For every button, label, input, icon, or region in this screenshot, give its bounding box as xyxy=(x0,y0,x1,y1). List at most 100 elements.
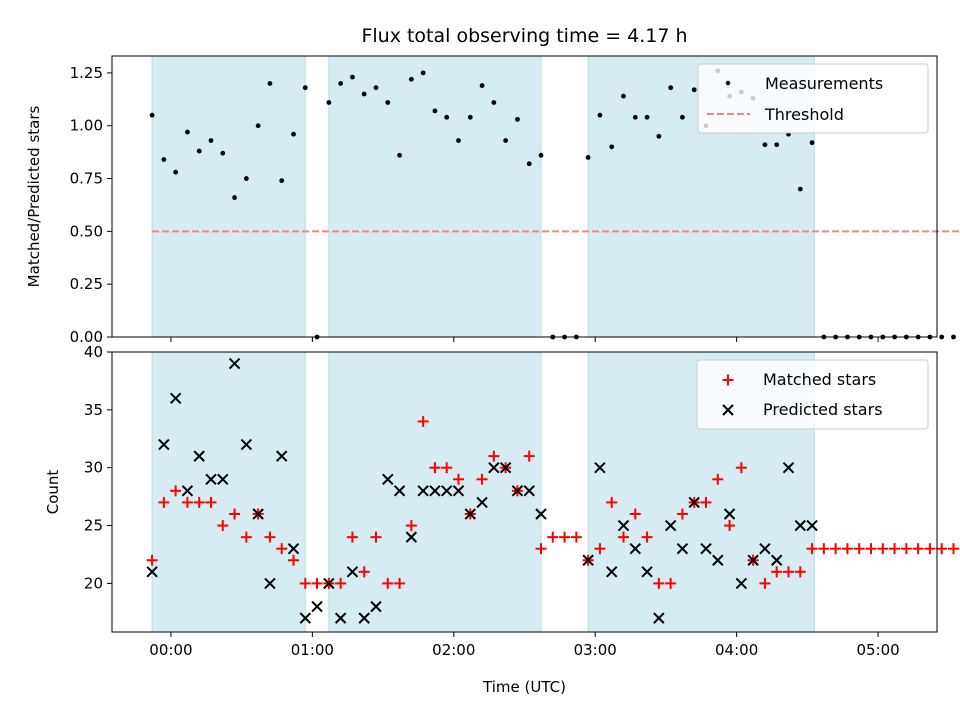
time-x-tick-label: 04:00 xyxy=(715,641,758,659)
measurement-point xyxy=(656,133,662,139)
ratio-x-ticks xyxy=(170,337,879,342)
measurement-point xyxy=(939,334,945,340)
ratio-legend-box xyxy=(697,63,929,134)
count-legend: Matched stars Predicted stars xyxy=(696,359,929,430)
measurement-point xyxy=(467,114,473,120)
measurement-point xyxy=(491,100,497,105)
matched-star-point xyxy=(346,531,358,543)
matched-star-point xyxy=(370,531,382,543)
observing-span xyxy=(151,55,306,338)
matched-star-point xyxy=(853,543,865,555)
predicted-star-point xyxy=(759,542,771,555)
predicted-star-point xyxy=(712,554,724,566)
predicted-star-point xyxy=(252,508,264,520)
matched-star-point xyxy=(889,543,901,555)
count-panel-frame xyxy=(111,351,938,633)
matched-star-point xyxy=(936,543,948,555)
matched-star-point xyxy=(618,531,629,543)
matched-star-point xyxy=(818,543,830,555)
matched-star-point xyxy=(181,496,193,508)
matched-stars-points xyxy=(146,415,960,589)
predicted-star-point xyxy=(346,566,359,578)
predicted-star-point xyxy=(205,473,217,485)
measurement-point xyxy=(797,186,803,192)
time-x-tick-label: 03:00 xyxy=(574,641,617,659)
matched-star-point xyxy=(735,462,747,474)
measurement-point xyxy=(196,148,202,154)
measurement-point xyxy=(291,131,296,137)
measurement-point xyxy=(420,70,426,76)
predicted-star-point xyxy=(429,485,441,497)
count-legend-box xyxy=(696,359,929,430)
measurement-point xyxy=(456,138,461,143)
matched-star-point xyxy=(276,543,288,555)
predicted-star-point xyxy=(146,566,158,578)
predicted-star-point xyxy=(535,508,547,520)
predicted-star-point xyxy=(723,508,736,520)
matched-star-point xyxy=(535,543,547,555)
predicted-star-point xyxy=(653,612,665,624)
measurement-point xyxy=(161,157,167,162)
matched-star-point xyxy=(453,473,464,485)
predicted-star-point xyxy=(582,554,594,566)
matched-star-point xyxy=(523,450,535,462)
measurement-point xyxy=(515,116,520,122)
predicted-star-point xyxy=(476,496,488,509)
matched-star-point xyxy=(394,577,406,589)
matched-star-point xyxy=(335,577,347,589)
matched-star-point xyxy=(924,543,936,555)
measurement-point xyxy=(255,123,261,129)
predicted-star-point xyxy=(511,485,524,497)
measurement-point xyxy=(809,140,815,146)
matched-star-point xyxy=(606,496,618,508)
predicted-star-point xyxy=(393,485,406,497)
predicted-star-point xyxy=(464,508,476,520)
measurement-point xyxy=(503,138,509,143)
time-x-tick-label: 02:00 xyxy=(432,641,475,659)
matched-star-point xyxy=(653,577,665,589)
matched-star-point xyxy=(830,543,842,555)
measurement-point xyxy=(668,85,674,91)
matched-star-point xyxy=(441,462,453,474)
predicted-star-point xyxy=(735,577,748,590)
time-x-tick-label: 01:00 xyxy=(291,641,334,659)
predicted-star-point xyxy=(488,461,500,474)
matched-star-point xyxy=(783,566,794,578)
measurement-point xyxy=(632,114,638,120)
matched-star-point xyxy=(405,520,417,532)
predicted-star-point xyxy=(276,450,288,462)
predicted-star-point xyxy=(169,392,182,404)
measurement-point xyxy=(444,114,450,120)
predicted-star-point xyxy=(606,566,618,578)
measurement-point xyxy=(361,91,367,97)
count-y-tick-label: 20 xyxy=(84,574,103,592)
measurement-point xyxy=(232,195,237,200)
measurement-point xyxy=(479,83,485,88)
predicted-star-point xyxy=(382,473,394,485)
matched-star-point xyxy=(476,473,488,485)
predicted-stars-points xyxy=(146,357,818,624)
predicted-star-point xyxy=(641,566,653,578)
ratio-y-ticks: 0.00 0.25 0.50 0.75 1.00 1.25 xyxy=(70,64,112,346)
predicted-star-point xyxy=(370,600,382,613)
matched-star-point xyxy=(205,496,217,508)
predicted-star-point xyxy=(452,485,465,497)
matched-star-point xyxy=(358,566,370,578)
ratio-y-tick-label: 0.50 xyxy=(70,222,103,240)
predicted-star-point xyxy=(441,485,453,497)
predicted-star-point xyxy=(311,600,323,613)
matched-star-point xyxy=(264,531,276,543)
predicted-star-point xyxy=(700,542,712,555)
matched-star-point xyxy=(676,508,688,520)
matched-star-point xyxy=(948,543,959,555)
measurement-point xyxy=(326,100,332,105)
predicted-star-point xyxy=(417,485,429,497)
matched-star-point xyxy=(299,577,311,589)
measurement-point xyxy=(385,100,391,105)
count-y-ticks: 20 25 30 35 40 xyxy=(84,343,112,592)
legend-predicted-marker xyxy=(722,404,734,416)
predicted-star-point xyxy=(499,461,512,474)
ratio-y-tick-label: 1.25 xyxy=(70,64,103,82)
legend-threshold-label: Threshold xyxy=(764,105,844,124)
matched-star-point xyxy=(170,485,182,497)
